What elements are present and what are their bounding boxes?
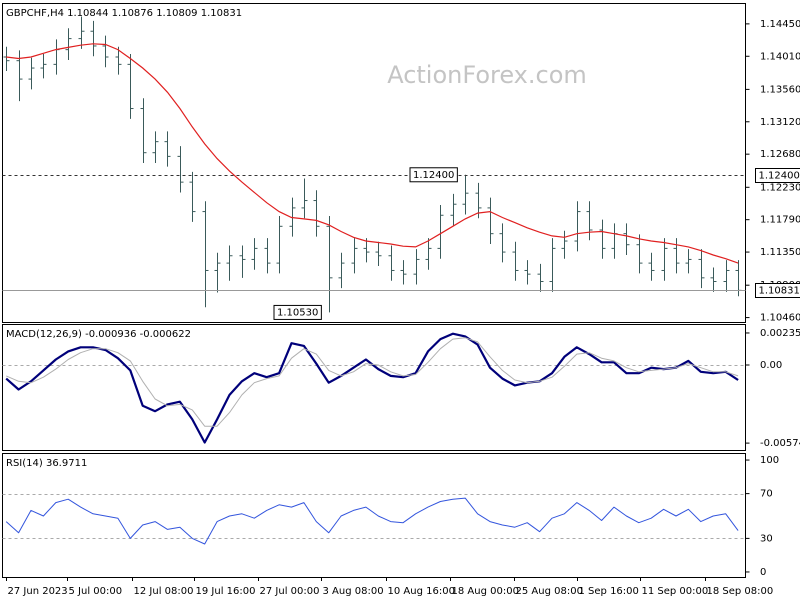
panel-title: GBPCHF,H4 1.10844 1.10876 1.10809 1.1083… (6, 8, 242, 19)
x-tick-label: 10 Aug 16:00 (388, 586, 455, 597)
x-tick-label: 18 Sep 08:00 (707, 586, 774, 597)
price-level-box (755, 283, 800, 298)
price-panel (2, 3, 746, 323)
price-bars (3, 16, 742, 313)
x-tick-label: 11 Sep 00:00 (642, 586, 709, 597)
price-level-box (755, 168, 800, 183)
y-tick-label: 100 (760, 455, 779, 466)
y-tick-label: 1.14010 (760, 51, 800, 62)
x-tick-label: 25 Aug 08:00 (516, 586, 583, 597)
x-tick-label: 3 Aug 08:00 (323, 586, 384, 597)
annotation-label: 1.10530 (277, 307, 318, 318)
y-tick-label: 0 (760, 567, 766, 578)
x-tick-label: 18 Aug 00:00 (452, 586, 519, 597)
annotation-label: 1.12400 (413, 170, 454, 181)
y-tick-label: 30 (760, 533, 773, 544)
y-tick-label: 1.12680 (760, 149, 800, 160)
x-tick-label: 5 Jul 00:00 (69, 586, 123, 597)
indicator-line (5, 497, 739, 545)
y-tick-label: 0.002354 (760, 328, 800, 339)
y-tick-label: 1.12230 (760, 182, 800, 193)
x-tick-label: 19 Jul 16:00 (196, 586, 256, 597)
y-tick-label: 1.11350 (760, 247, 800, 258)
x-tick-label: 27 Jul 00:00 (260, 586, 320, 597)
x-tick-label: 1 Sep 16:00 (579, 586, 639, 597)
y-tick-label: 1.13120 (760, 117, 800, 128)
x-tick-label: 12 Jul 08:00 (134, 586, 194, 597)
y-tick-label: 1.13560 (760, 84, 800, 95)
rsi-panel (2, 453, 746, 578)
price-level-label: 1.10831 (759, 286, 800, 297)
watermark: ActionForex.com (387, 61, 587, 89)
y-tick-label: 1.10460 (760, 313, 800, 324)
panel-title: MACD(12,26,9) -0.000936 -0.000622 (6, 329, 191, 340)
panel-title: RSI(14) 36.9711 (6, 458, 87, 469)
y-tick-label: -0.005743 (760, 438, 800, 449)
moving-average (6, 43, 739, 264)
macd-panel (2, 324, 746, 451)
y-tick-label: 1.11790 (760, 215, 800, 226)
x-tick-label: 27 Jun 2023 (8, 586, 68, 597)
y-tick-label: 1.14450 (760, 19, 800, 30)
y-tick-label: 0.00 (760, 360, 782, 371)
price-level-label: 1.12400 (759, 171, 800, 182)
y-tick-label: 70 (760, 489, 773, 500)
annotation-box (273, 304, 322, 320)
annotation-box (409, 167, 458, 183)
indicator-line (6, 337, 739, 427)
